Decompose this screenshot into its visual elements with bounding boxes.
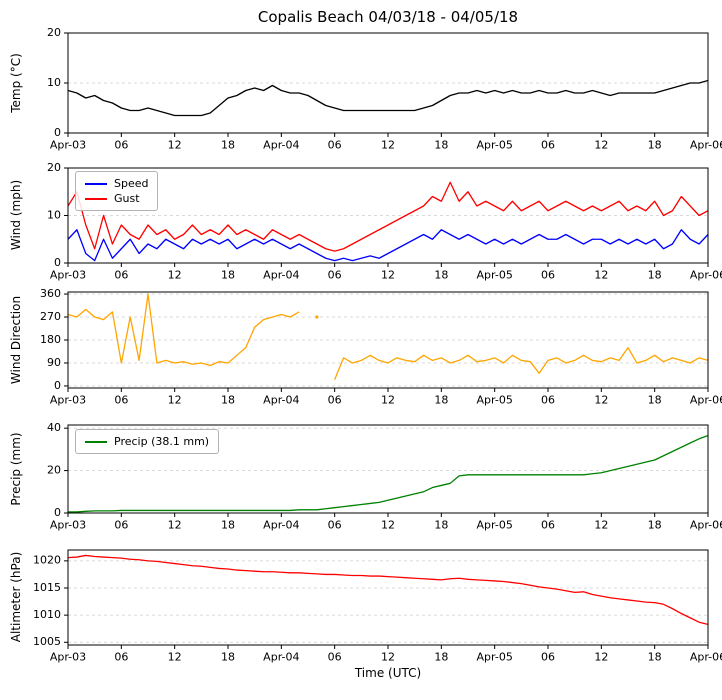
gust-legend-label: Gust — [114, 192, 140, 205]
precip-legend-label: Precip (38.1 mm) — [114, 435, 210, 448]
wind-legend-gust-row: Gust — [85, 191, 148, 206]
gust-line-swatch — [85, 197, 107, 200]
figure-title: Copalis Beach 04/03/18 - 04/05/18 — [257, 8, 519, 26]
x-axis-label: Time (UTC) — [354, 666, 422, 680]
speed-legend-label: Speed — [114, 177, 149, 190]
precip-line-swatch — [85, 440, 107, 443]
wind-legend: Speed Gust — [75, 171, 159, 211]
precip-y-axis-label: Precip (mm) — [9, 432, 23, 506]
speed-line-swatch — [85, 182, 107, 185]
wind-direction-y-axis-label: Wind Direction — [9, 295, 23, 385]
wind-legend-speed-row: Speed — [85, 176, 148, 191]
wind-y-axis-label: Wind (mph) — [9, 179, 23, 251]
temp-y-axis-label: Temp (°C) — [9, 53, 23, 113]
altimeter-y-axis-label: Altimeter (hPa) — [9, 551, 23, 643]
precip-legend: Precip (38.1 mm) — [75, 429, 220, 454]
precip-legend-row: Precip (38.1 mm) — [85, 434, 209, 449]
